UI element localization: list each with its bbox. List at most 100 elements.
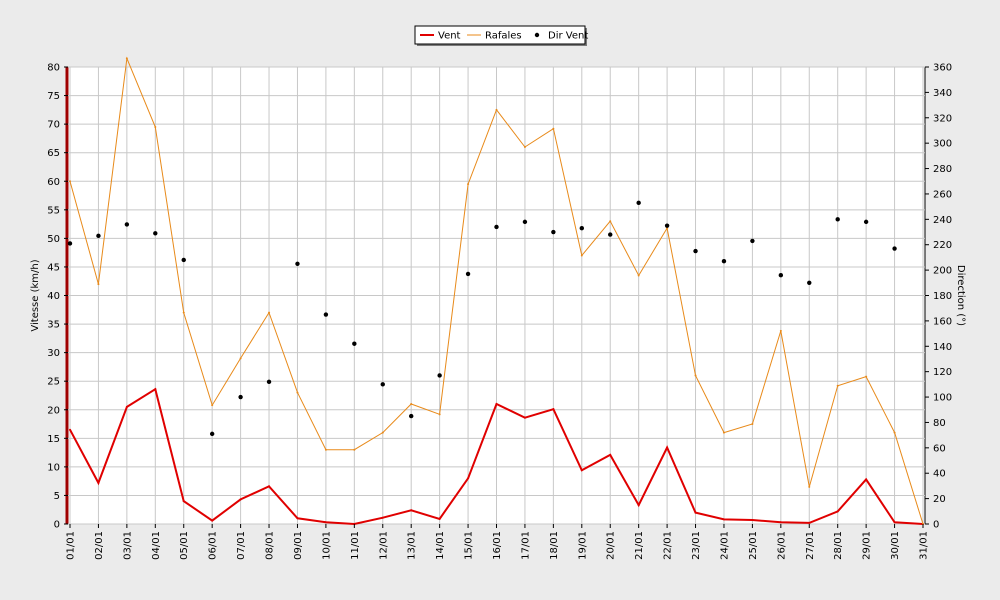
data-point — [778, 272, 784, 278]
data-point — [125, 405, 128, 408]
data-point — [552, 408, 555, 411]
data-point — [808, 521, 811, 524]
y2-tick-label: 160 — [933, 316, 952, 327]
legend-item: Rafales — [467, 31, 522, 42]
data-point — [637, 274, 640, 277]
data-point — [211, 404, 214, 407]
legend-item: Dir Vent — [534, 31, 588, 42]
data-point — [636, 200, 641, 206]
x-tick-label: 08/01 — [265, 531, 276, 560]
data-point — [181, 257, 186, 263]
data-point — [324, 448, 327, 451]
data-point — [863, 219, 869, 225]
y-axis-title: Vitesse (km/h) — [30, 259, 41, 331]
y-tick-label: 25 — [47, 377, 60, 388]
legend-box — [414, 25, 586, 45]
data-point — [609, 220, 612, 223]
y-tick-label: 5 — [54, 491, 60, 502]
x-tick-label: 18/01 — [549, 531, 560, 560]
data-point — [551, 229, 556, 235]
data-point — [238, 394, 243, 400]
x-tick-label: 17/01 — [520, 531, 531, 560]
y-tick-label: 65 — [47, 148, 60, 159]
y2-tick-label: 0 — [933, 520, 939, 531]
y2-tick-label: 20 — [933, 494, 946, 505]
data-point — [722, 518, 725, 521]
data-point — [522, 219, 528, 225]
data-point — [409, 413, 414, 419]
data-point — [97, 481, 100, 484]
y-tick-label: 70 — [47, 120, 60, 131]
y2-tick-label: 60 — [933, 443, 946, 454]
data-point — [182, 311, 185, 314]
y2-tick-label: 80 — [933, 418, 946, 429]
right-axis: 0 20 40 60 80 100 120 140 160 180 200 220 240 260 280 3… — [925, 63, 952, 531]
data-point — [324, 521, 327, 524]
x-tick-label: 12/01 — [378, 531, 389, 560]
data-point — [67, 241, 73, 246]
data-point — [380, 382, 385, 387]
y2-tick-label: 340 — [933, 88, 952, 99]
y2-tick-label: 40 — [933, 469, 946, 480]
data-point — [664, 223, 670, 228]
x-tick-label: 30/01 — [890, 531, 901, 560]
legend-label: Rafales — [485, 31, 522, 42]
data-point — [437, 373, 442, 378]
data-point — [295, 261, 300, 266]
x-tick-label: 23/01 — [691, 531, 702, 560]
data-point — [495, 108, 498, 111]
x-tick-label: 11/01 — [350, 531, 361, 560]
y-tick-label: 45 — [47, 262, 60, 273]
x-tick-label: 02/01 — [94, 531, 105, 560]
y2-tick-label: 240 — [933, 215, 952, 226]
x-tick-label: 03/01 — [122, 531, 133, 560]
data-point — [836, 384, 839, 387]
y2-tick-label: 360 — [933, 63, 952, 74]
data-point — [893, 431, 896, 434]
data-point — [467, 183, 470, 186]
data-point — [266, 379, 272, 385]
legend-label: Dir Vent — [548, 31, 588, 42]
y-tick-label: 10 — [47, 462, 60, 473]
series-vent — [69, 387, 924, 526]
series-rafales — [69, 56, 924, 525]
x-tick-label: 29/01 — [862, 531, 873, 560]
data-point — [694, 374, 697, 377]
data-point — [296, 391, 299, 394]
data-point — [523, 416, 526, 419]
x-axis: 01/01 02/01 03/01 04/01 05/01 06/01 07/01 08/01… — [66, 524, 930, 560]
y-tick-label: 80 — [47, 63, 60, 74]
data-point — [467, 477, 470, 480]
x-tick-label: 27/01 — [805, 531, 816, 560]
y-tick-label: 30 — [47, 348, 60, 359]
x-tick-label: 26/01 — [776, 531, 787, 560]
x-tick-label: 07/01 — [236, 531, 247, 560]
data-point — [352, 341, 357, 346]
data-point — [381, 516, 384, 519]
data-point — [153, 231, 158, 236]
data-point — [865, 375, 868, 378]
data-point — [579, 226, 584, 231]
data-point — [779, 329, 782, 332]
data-point — [239, 357, 242, 360]
y-tick-label: 20 — [47, 405, 60, 416]
data-point — [465, 271, 471, 277]
data-point — [609, 453, 612, 456]
series-layer — [67, 56, 924, 526]
legend: Vent Rafales Dir Vent — [414, 25, 588, 46]
data-point — [438, 517, 441, 520]
data-point — [154, 125, 157, 128]
x-tick-label: 05/01 — [179, 531, 190, 560]
data-point — [836, 510, 839, 513]
series-dir-vent — [67, 200, 897, 437]
y-tick-label: 75 — [47, 91, 60, 102]
y-tick-label: 60 — [47, 177, 60, 188]
y-tick-label: 15 — [47, 434, 60, 445]
x-tick-label: 19/01 — [577, 531, 588, 560]
data-point — [751, 519, 754, 522]
x-tick-label: 04/01 — [151, 531, 162, 560]
data-point — [722, 431, 725, 434]
x-tick-label: 20/01 — [606, 531, 617, 560]
x-tick-label: 13/01 — [407, 531, 418, 560]
data-point — [353, 448, 356, 451]
